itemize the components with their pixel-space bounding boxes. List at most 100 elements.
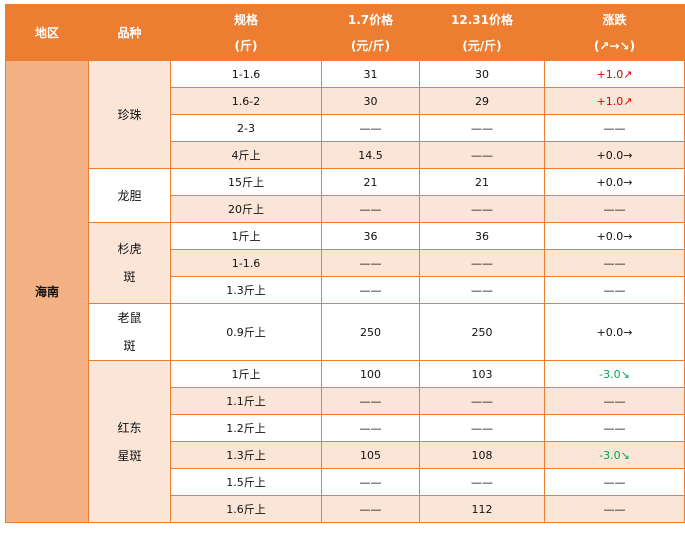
change-cell: +1.0↗	[544, 87, 685, 115]
price-1-7-cell: 30	[321, 87, 420, 115]
variety-cell: 红东 星斑	[88, 360, 171, 523]
spec-cell: 0.9斤上	[170, 303, 322, 361]
price-1-7-cell: 21	[321, 168, 420, 196]
table-row: 1.1斤上 —— —— ——	[6, 387, 685, 415]
price-12-31-cell: 29	[419, 87, 545, 115]
price-1-7-cell: ——	[321, 195, 420, 223]
change-cell: +0.0→	[544, 168, 685, 196]
price-12-31-cell: ——	[419, 249, 545, 277]
table-row: 海南 珍珠 1-1.6 31 30 +1.0↗	[5, 60, 685, 523]
table-row: 杉虎斑 1斤上 36 36 +0.0→	[6, 222, 685, 304]
price-12-31-cell: 36	[419, 222, 545, 250]
spec-cell: 4斤上	[170, 141, 322, 169]
price-1-7-cell: ——	[321, 414, 420, 442]
price-12-31-cell: 103	[419, 360, 545, 388]
variety-label: 星斑	[117, 448, 142, 463]
change-cell: +1.0↗	[544, 60, 685, 88]
price-1-7-cell: 100	[321, 360, 420, 388]
price-1-7-cell: ——	[321, 114, 420, 142]
price-1-7-cell: ——	[321, 249, 420, 277]
variety-cell: 龙胆	[88, 168, 171, 223]
change-cell: ——	[544, 414, 685, 442]
price-1-7-cell: 14.5	[321, 141, 420, 169]
price-12-31-cell: 30	[419, 60, 545, 88]
change-cell: +0.0→	[544, 222, 685, 250]
price-12-31-cell: ——	[419, 387, 545, 415]
price-1-7-cell: 31	[321, 60, 420, 88]
spec-cell: 15斤上	[170, 168, 322, 196]
variety-label: 杉虎	[117, 242, 142, 256]
price-12-31-cell: 250	[419, 303, 545, 361]
spec-cell: 2-3	[170, 114, 322, 142]
price-1-7-cell: ——	[321, 387, 420, 415]
spec-cell: 1斤上	[170, 360, 322, 388]
table-row: 4斤上 14.5 —— +0.0→	[6, 141, 685, 169]
header-spec: 规格 (斤)	[170, 4, 322, 61]
change-cell: ——	[544, 249, 685, 277]
table-row: 1.3斤上 —— —— ——	[6, 276, 685, 304]
table-row: 老鼠斑 0.9斤上 250 250 +0.0→	[6, 303, 685, 361]
change-cell: ——	[544, 195, 685, 223]
change-cell: -3.0↘	[544, 360, 685, 388]
header-region: 地区	[5, 4, 89, 61]
spec-cell: 1.6-2	[170, 87, 322, 115]
variety-label: 红东	[117, 420, 142, 435]
variety-label: 斑	[123, 270, 136, 284]
spec-cell: 1.6斤上	[170, 495, 322, 523]
header-variety: 品种	[88, 4, 171, 61]
spec-cell: 1-1.6	[170, 60, 322, 88]
spec-cell: 1.3斤上	[170, 276, 322, 304]
variety-cell: 老鼠斑	[88, 303, 171, 361]
variety-label: 斑	[123, 339, 136, 353]
spec-cell: 1.2斤上	[170, 414, 322, 442]
table-row: 1.6斤上 —— 112 ——	[6, 495, 685, 523]
price-1-7-cell: ——	[321, 276, 420, 304]
price-12-31-cell: ——	[419, 141, 545, 169]
spec-cell: 1斤上	[170, 222, 322, 250]
change-cell: ——	[544, 276, 685, 304]
change-cell: ——	[544, 114, 685, 142]
price-table: 地区 品种 规格 (斤) 1.7价格 (元/斤) 12.31价格 (元/斤) 涨跌 (↗…	[5, 4, 685, 523]
table-row: 红东 星斑 1斤上 100 103 -3.0↘	[6, 360, 685, 523]
price-12-31-cell: ——	[419, 114, 545, 142]
change-cell: -3.0↘	[544, 441, 685, 469]
table-row: 2-3 —— —— ——	[6, 114, 685, 142]
change-cell: +0.0→	[544, 303, 685, 361]
price-12-31-cell: ——	[419, 414, 545, 442]
region-cell: 海南	[5, 60, 89, 523]
variety-label: 珍珠	[117, 107, 142, 122]
variety-cell: 杉虎斑	[88, 222, 171, 304]
spec-cell: 1-1.6	[170, 249, 322, 277]
spec-cell: 1.3斤上	[170, 441, 322, 469]
change-cell: ——	[544, 387, 685, 415]
price-12-31-cell: ——	[419, 468, 545, 496]
header-price-1-7: 1.7价格 (元/斤)	[321, 4, 420, 61]
variety-cell: 珍珠	[88, 60, 171, 169]
price-1-7-cell: ——	[321, 495, 420, 523]
change-cell: ——	[544, 495, 685, 523]
price-12-31-cell: 21	[419, 168, 545, 196]
price-12-31-cell: 108	[419, 441, 545, 469]
change-cell: +0.0→	[544, 141, 685, 169]
price-1-7-cell: 36	[321, 222, 420, 250]
header-price-12-31: 12.31价格 (元/斤)	[419, 4, 545, 61]
price-1-7-cell: 250	[321, 303, 420, 361]
table-row: 龙胆 15斤上 21 21 +0.0→	[6, 168, 685, 223]
change-cell: ——	[544, 468, 685, 496]
variety-label: 老鼠	[117, 311, 142, 325]
price-1-7-cell: ——	[321, 468, 420, 496]
table-row: 1.3斤上 105 108 -3.0↘	[6, 441, 685, 469]
price-12-31-cell: ——	[419, 276, 545, 304]
price-1-7-cell: 105	[321, 441, 420, 469]
spec-cell: 1.5斤上	[170, 468, 322, 496]
table-row: 1.5斤上 —— —— ——	[6, 468, 685, 496]
table-row: 1.2斤上 —— —— ——	[6, 414, 685, 442]
header-row: 地区 品种 规格 (斤) 1.7价格 (元/斤) 12.31价格 (元/斤) 涨跌 (↗…	[5, 4, 685, 61]
price-12-31-cell: ——	[419, 195, 545, 223]
table-row: 20斤上 —— —— ——	[6, 195, 685, 223]
variety-label: 龙胆	[117, 188, 142, 203]
spec-cell: 20斤上	[170, 195, 322, 223]
header-change: 涨跌 (↗→↘)	[544, 4, 685, 61]
spec-cell: 1.1斤上	[170, 387, 322, 415]
table-row: 1.6-2 30 29 +1.0↗	[6, 87, 685, 115]
